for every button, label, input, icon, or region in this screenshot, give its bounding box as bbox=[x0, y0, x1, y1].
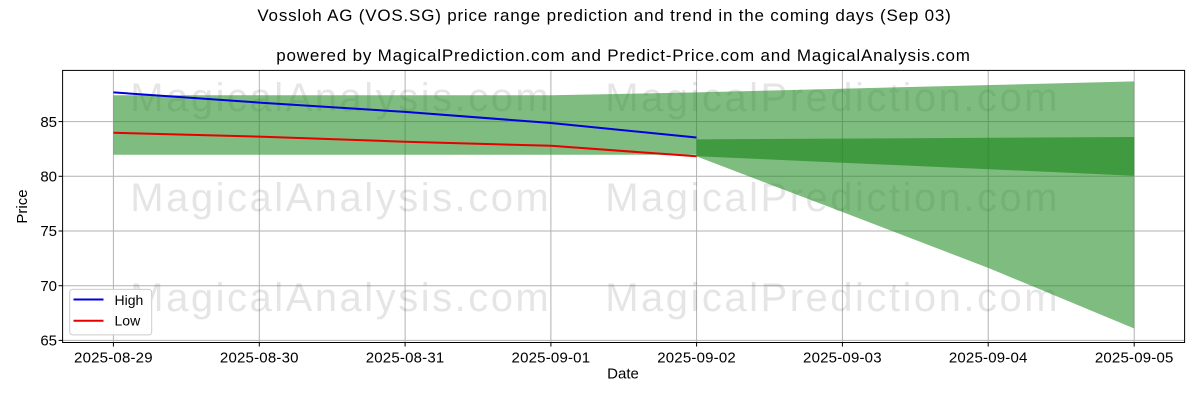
svg-text:65: 65 bbox=[40, 333, 57, 350]
svg-text:75: 75 bbox=[40, 223, 57, 240]
svg-text:85: 85 bbox=[40, 114, 57, 131]
svg-text:70: 70 bbox=[40, 278, 57, 295]
svg-text:MagicalPrediction.com: MagicalPrediction.com bbox=[605, 276, 1060, 320]
svg-text:MagicalAnalysis.com: MagicalAnalysis.com bbox=[130, 176, 551, 220]
svg-text:Vossloh AG (VOS.SG) price rang: Vossloh AG (VOS.SG) price range predicti… bbox=[257, 6, 951, 25]
svg-text:MagicalAnalysis.com: MagicalAnalysis.com bbox=[130, 276, 551, 320]
svg-text:Date: Date bbox=[607, 366, 639, 383]
svg-text:2025-09-05: 2025-09-05 bbox=[1095, 349, 1174, 366]
svg-text:Price: Price bbox=[14, 189, 31, 223]
svg-text:powered by MagicalPrediction.c: powered by MagicalPrediction.com and Pre… bbox=[276, 46, 971, 65]
svg-text:2025-09-02: 2025-09-02 bbox=[657, 349, 736, 366]
svg-text:High: High bbox=[115, 292, 144, 308]
svg-text:2025-08-31: 2025-08-31 bbox=[366, 349, 445, 366]
svg-text:2025-08-30: 2025-08-30 bbox=[220, 349, 299, 366]
svg-text:2025-09-03: 2025-09-03 bbox=[803, 349, 882, 366]
svg-text:Low: Low bbox=[115, 313, 142, 329]
svg-text:2025-09-04: 2025-09-04 bbox=[949, 349, 1028, 366]
svg-text:2025-09-01: 2025-09-01 bbox=[512, 349, 591, 366]
svg-text:2025-08-29: 2025-08-29 bbox=[74, 349, 153, 366]
svg-text:80: 80 bbox=[40, 169, 57, 186]
